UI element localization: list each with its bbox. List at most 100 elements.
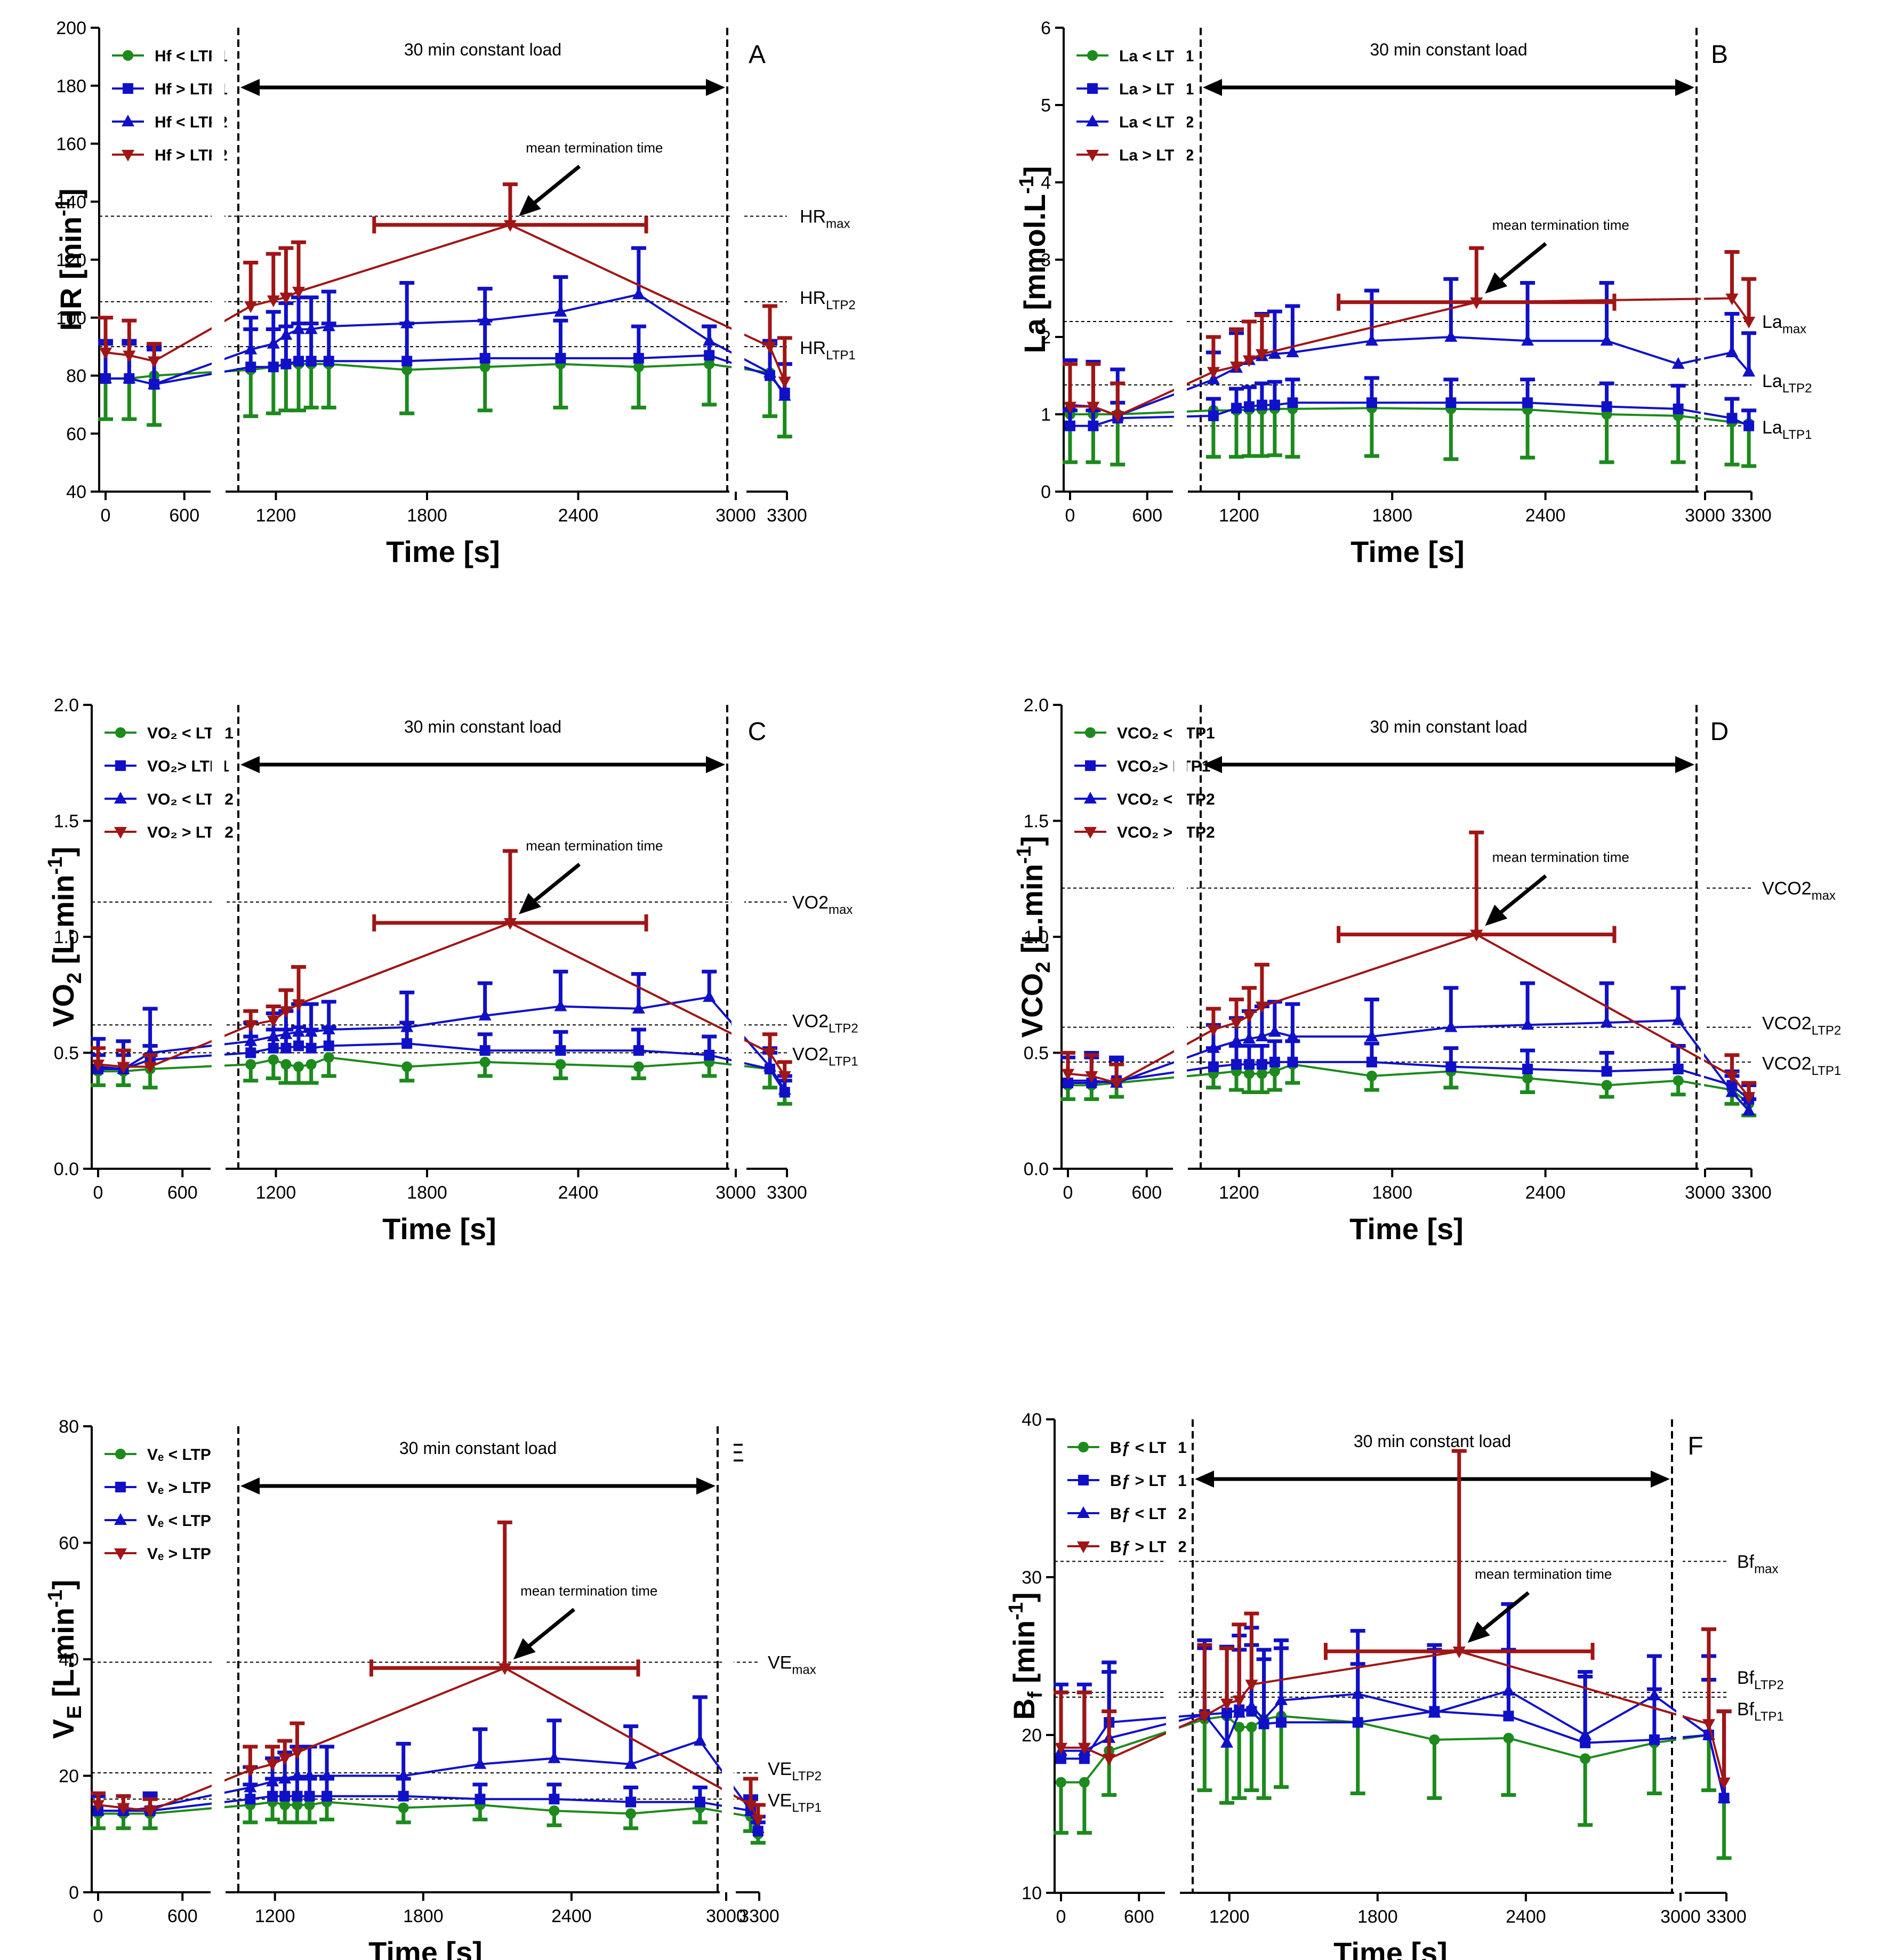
reference-label-sub: LTP1 (829, 1055, 858, 1069)
panel-b: 0 1 2 3 4 5 6 0 600 1200 1800 2400 3000 3300 Time [s] L… (1016, 18, 1812, 568)
y-axis-title-sub: 2 (63, 973, 86, 984)
y-axis-title-sup: -1 (44, 1589, 67, 1608)
data-point (1286, 346, 1299, 357)
x-axis-title: Time [s] (1351, 535, 1465, 568)
panel-letter: D (1710, 718, 1729, 746)
x-tick-label: 600 (167, 1906, 198, 1926)
data-point (1600, 1015, 1613, 1027)
data-point (704, 358, 715, 369)
y-tick-label: 0 (1041, 482, 1051, 502)
x-tick-label: 3000 (716, 505, 756, 526)
termination-pointer (527, 165, 581, 210)
data-point (1445, 397, 1457, 408)
series-line (98, 995, 786, 1091)
reference-label-base: VE (768, 1652, 792, 1673)
data-point (1365, 1030, 1378, 1042)
series-4 (91, 1520, 766, 1827)
legend-marker (1077, 1506, 1090, 1518)
legend-marker (1078, 1442, 1089, 1452)
panel-f: 10 20 30 40 0 600 1200 1800 2400 3000 3300 Time [s]… (1005, 1410, 1784, 1960)
x-tick-label: 1200 (255, 1906, 295, 1926)
arrowhead-left (240, 756, 260, 773)
data-point (268, 1042, 279, 1054)
data-point (401, 1061, 413, 1072)
reference-label-max: HRmax (800, 206, 850, 231)
y-axis-title: La [mmol.L-1] (1016, 166, 1051, 353)
x-tick-label: 600 (1131, 1183, 1162, 1203)
reference-label-base: La (1762, 312, 1782, 332)
data-point (1673, 1063, 1684, 1074)
series-2 (1063, 376, 1757, 431)
data-point (1365, 334, 1378, 346)
x-tick-label: 1800 (1372, 1183, 1412, 1203)
data-point (123, 371, 136, 383)
reference-label-sub: max (792, 1662, 816, 1677)
reference-label-base: VO2 (792, 893, 829, 913)
y-tick-label: 10 (1022, 1883, 1042, 1903)
reference-label-base: La (1762, 417, 1782, 438)
reference-label-sub: max (829, 903, 853, 917)
data-point (693, 1733, 706, 1746)
series-line (98, 1042, 786, 1093)
data-point (1242, 1032, 1256, 1044)
reference-label-max: Bfmax (1737, 1552, 1778, 1576)
series-line (1068, 1061, 1750, 1101)
data-point (279, 1027, 293, 1039)
data-point (763, 342, 776, 354)
data-point (1079, 1753, 1090, 1764)
termination-pointer (1493, 874, 1547, 919)
data-point (291, 1747, 304, 1760)
data-point (632, 1001, 645, 1014)
data-point (1649, 1734, 1660, 1745)
data-point (633, 1061, 644, 1072)
termination-pointer (521, 1608, 575, 1653)
reference-label-sub: LTP2 (1812, 1024, 1842, 1038)
series-line (1070, 401, 1749, 427)
data-point (266, 1774, 279, 1787)
reference-label-ltp1: HRLTP1 (800, 338, 856, 363)
constant-load-label: 30 min constant load (1370, 717, 1527, 736)
data-point (1647, 1689, 1661, 1700)
data-point (1287, 397, 1298, 408)
reference-label-base: VO2 (792, 1045, 829, 1065)
data-point (1445, 1061, 1457, 1072)
data-point (703, 990, 716, 1002)
legend-marker (122, 115, 134, 126)
reference-label-sub: max (1754, 1562, 1778, 1576)
data-point (1268, 1025, 1281, 1037)
reference-label-ltp1: VELTP1 (768, 1790, 822, 1815)
data-point (1366, 397, 1377, 408)
y-tick-label: 40 (1022, 1410, 1042, 1430)
y-tick-label: 120 (56, 250, 86, 270)
series-1 (1060, 1059, 1757, 1118)
axis-break-gap-2 (732, 26, 744, 491)
data-point (1230, 1017, 1243, 1030)
data-point (763, 1048, 776, 1060)
axis-break-gap-1 (1174, 703, 1187, 1168)
data-point (1246, 1722, 1257, 1733)
series-line (98, 1795, 759, 1832)
x-tick-label: 3300 (1731, 1183, 1772, 1203)
panel-a: 40 60 80 100 120 140 160 180 200 0 600 1200 1800 2400… (52, 18, 856, 568)
axis-break-gap-1 (1166, 1417, 1179, 1892)
data-point (280, 1042, 292, 1054)
data-point (1503, 1710, 1514, 1722)
reference-label-max: Lamax (1762, 312, 1806, 336)
legend-marker (1087, 83, 1098, 94)
termination-pointer-head (1485, 904, 1508, 926)
x-tick-label: 600 (1132, 505, 1162, 526)
series-line (98, 1667, 759, 1820)
data-point (1717, 1777, 1731, 1789)
reference-label-ltp2: VCO2LTP2 (1762, 1014, 1841, 1038)
data-point (92, 1059, 104, 1072)
axis-break-gap-2 (732, 703, 744, 1168)
data-point (479, 1056, 491, 1067)
series-4 (1063, 246, 1757, 423)
series-2 (98, 318, 792, 399)
data-point (244, 1034, 258, 1046)
constant-load-label: 30 min constant load (399, 1439, 557, 1458)
data-point (1243, 1068, 1255, 1079)
data-point (1521, 334, 1534, 346)
series-1 (91, 1796, 766, 1845)
